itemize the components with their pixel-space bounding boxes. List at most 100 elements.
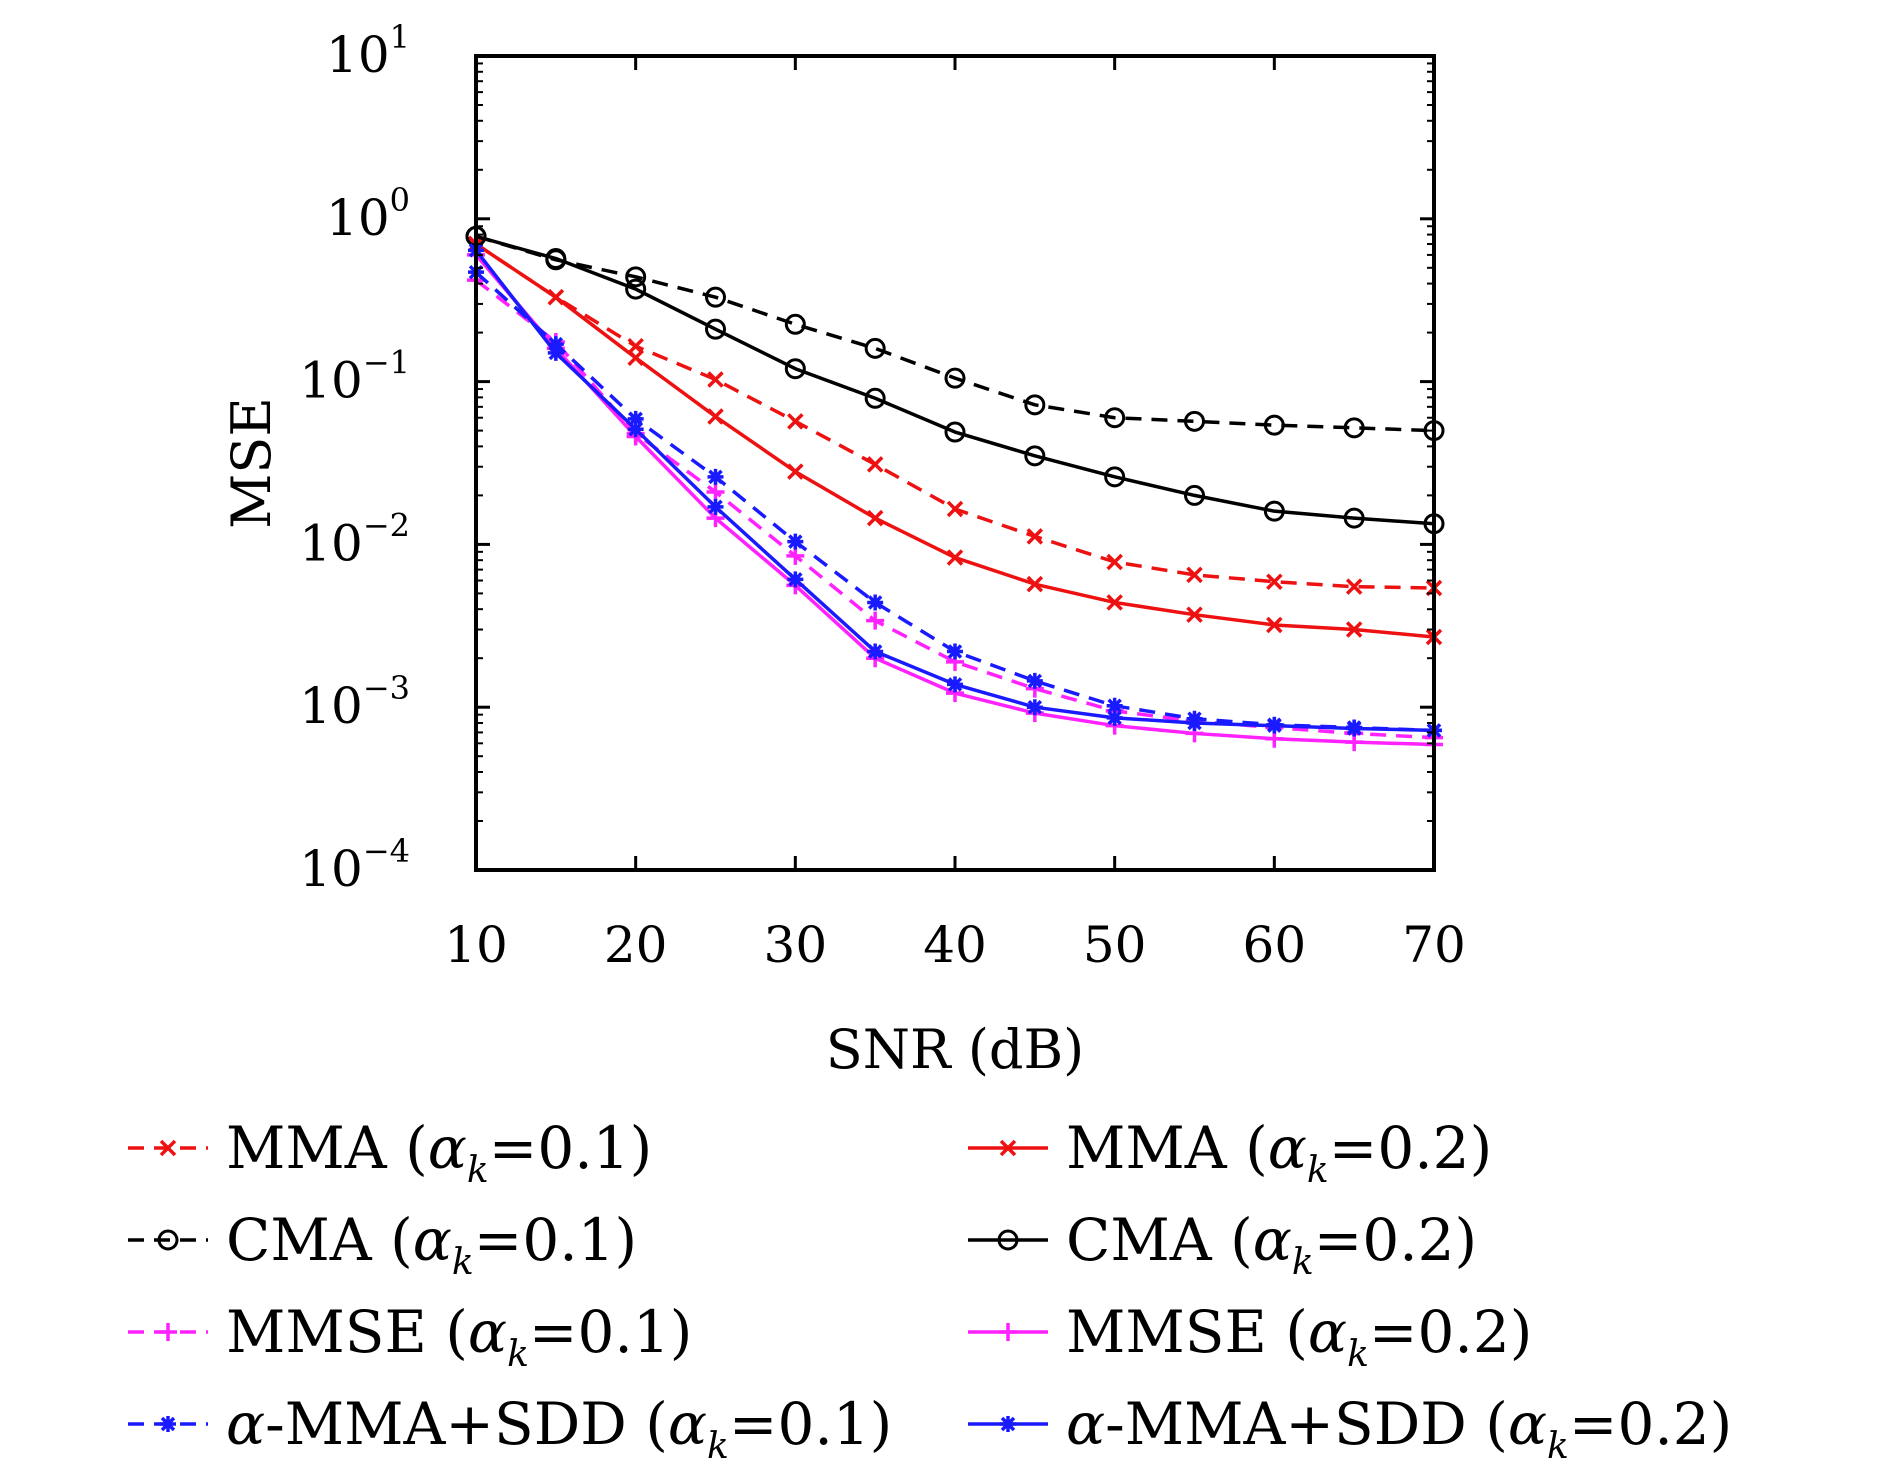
data-point [1343, 417, 1365, 439]
data-point [625, 278, 647, 300]
y-tick-label: 10−1 [299, 344, 410, 410]
data-point [705, 286, 726, 308]
data-point [1026, 672, 1043, 689]
data-point [1266, 573, 1283, 590]
data-point [705, 318, 726, 340]
data-point [787, 533, 804, 550]
data-point [866, 509, 884, 527]
legend-item: MMA (αk=0.1) [128, 1114, 652, 1191]
data-point [944, 421, 966, 443]
data-point [1106, 594, 1123, 611]
data-point [1106, 553, 1123, 571]
data-point [947, 676, 963, 693]
y-tick-label: 10−4 [299, 832, 410, 898]
data-point [787, 463, 804, 480]
data-point [1024, 394, 1046, 416]
x-tick-label: 60 [1243, 916, 1307, 974]
y-tick-label: 101 [326, 18, 410, 84]
data-point [1184, 484, 1205, 506]
legend-item: α-MMA+SDD (αk=0.2) [968, 1390, 1732, 1467]
data-point [1026, 528, 1044, 545]
data-point [787, 571, 804, 588]
data-point [707, 498, 724, 515]
y-tick-label: 10−3 [299, 669, 410, 735]
data-point [784, 358, 806, 380]
data-point [1104, 407, 1126, 429]
x-tick-label: 70 [1402, 916, 1466, 974]
data-point [1266, 616, 1283, 634]
series-layer [465, 225, 1445, 754]
legend-marker [160, 1416, 176, 1432]
legend-item: CMA (αk=0.1) [128, 1206, 637, 1283]
data-point [864, 387, 886, 409]
x-axis-label: SNR (dB) [826, 1018, 1084, 1081]
y-axis-ticks: 101 100 10−1 10−2 10−3 10−4 [299, 18, 1434, 898]
series-3 [465, 225, 1445, 535]
x-tick-label: 50 [1083, 916, 1147, 974]
data-point [784, 313, 806, 335]
data-point [1186, 606, 1203, 623]
data-point [864, 337, 886, 359]
legend-label: CMA (αk=0.1) [226, 1206, 637, 1283]
data-point [866, 611, 885, 630]
legend-marker [159, 1139, 177, 1157]
data-point [545, 248, 567, 270]
plot-frame [474, 54, 1436, 872]
data-point [786, 546, 805, 565]
x-tick-label: 20 [604, 916, 668, 974]
x-axis-ticks: 10 20 30 40 50 60 70 [444, 56, 1466, 974]
legend-marker [1000, 1416, 1016, 1432]
legend-item: MMA (αk=0.2) [968, 1114, 1492, 1191]
legend-marker [159, 1323, 177, 1341]
y-tick-label: 10−2 [299, 506, 410, 572]
legend-label: MMSE (αk=0.1) [226, 1298, 692, 1375]
legend-label: MMA (αk=0.2) [1066, 1114, 1492, 1191]
legend-label: α-MMA+SDD (αk=0.2) [1066, 1390, 1732, 1467]
data-point [547, 344, 564, 361]
series-line [475, 234, 1435, 433]
legend-item: MMSE (αk=0.1) [128, 1298, 692, 1375]
series-0 [467, 235, 1443, 597]
data-point [867, 594, 884, 611]
data-point [627, 349, 644, 367]
legend-marker [999, 1139, 1017, 1157]
legend-label: α-MMA+SDD (αk=0.1) [226, 1390, 892, 1467]
data-point [1024, 445, 1046, 467]
legend-item: α-MMA+SDD (αk=0.1) [128, 1390, 892, 1467]
data-point [707, 371, 724, 388]
data-point [1263, 414, 1285, 436]
data-point [1026, 575, 1044, 593]
data-point [1345, 621, 1363, 638]
data-point [1106, 709, 1123, 726]
data-point [547, 336, 564, 353]
data-point [944, 367, 966, 389]
data-point [1345, 578, 1363, 595]
legend-label: MMSE (αk=0.2) [1066, 1298, 1532, 1375]
data-point [787, 413, 804, 430]
data-point [707, 408, 724, 425]
legend-label: MMA (αk=0.1) [226, 1114, 652, 1191]
data-point [707, 468, 724, 485]
legend-item: MMSE (αk=0.2) [968, 1298, 1532, 1375]
x-tick-label: 30 [764, 916, 828, 974]
data-point [947, 643, 963, 660]
data-point [946, 500, 964, 518]
y-tick-label: 100 [326, 181, 410, 247]
data-point [867, 643, 884, 660]
legend-item: CMA (αk=0.2) [968, 1206, 1477, 1283]
data-point [706, 482, 725, 501]
data-point [1106, 697, 1123, 714]
data-point [627, 410, 644, 427]
data-point [625, 266, 647, 288]
data-point [1266, 717, 1283, 734]
data-point [547, 288, 565, 306]
data-point [1346, 720, 1363, 737]
data-point [1186, 566, 1203, 584]
series-line [475, 234, 1435, 526]
x-tick-label: 10 [444, 916, 508, 974]
data-point [1343, 507, 1365, 529]
data-point [1026, 699, 1043, 716]
data-point [866, 456, 884, 473]
legend-marker [999, 1323, 1017, 1341]
